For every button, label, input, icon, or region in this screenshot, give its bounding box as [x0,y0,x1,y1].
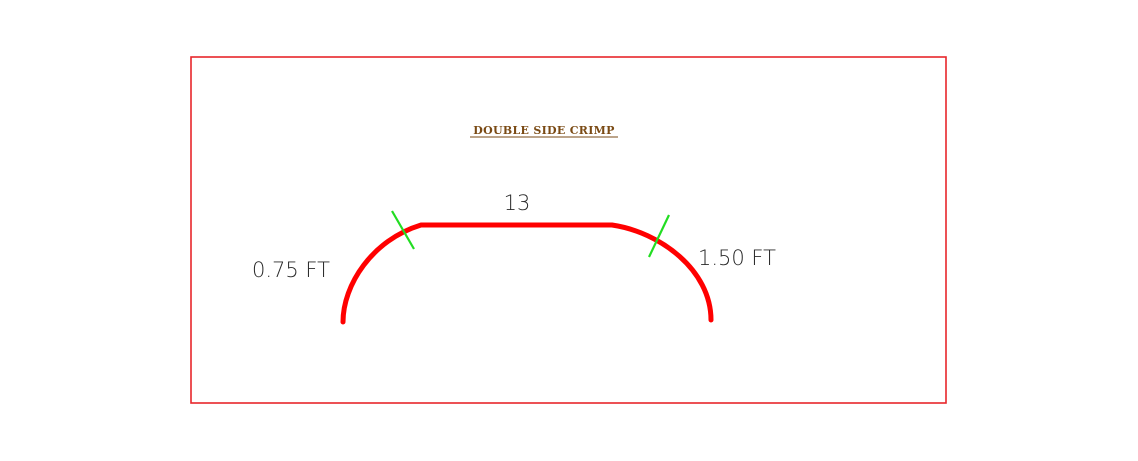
left-dimension-label: 0.75 FT [252,258,330,282]
diagram-title: DOUBLE SIDE CRIMP [473,124,614,137]
right-dimension-label: 1.50 FT [698,246,776,270]
drawing-frame [190,56,947,404]
right-crimp-tick [648,214,670,258]
title-block: DOUBLE SIDE CRIMP [470,124,618,138]
left-crimp-tick [391,210,415,250]
top-length-label: 13 [504,191,531,215]
crimp-profile [340,222,714,325]
